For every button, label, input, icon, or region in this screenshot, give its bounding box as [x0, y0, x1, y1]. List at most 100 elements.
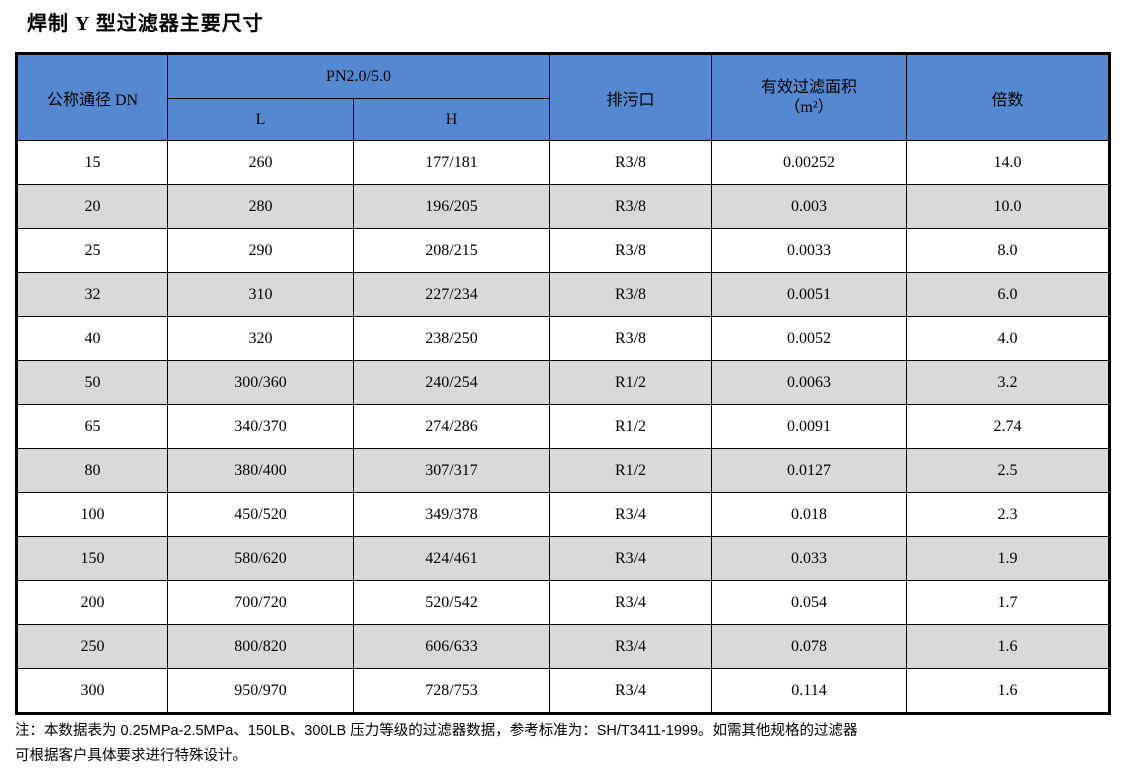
table-cell: 0.00252 [711, 140, 907, 185]
table-row: 100 450/520 349/378 R3/4 0.018 2.3 [16, 492, 1110, 537]
header-cell-drain: 排污口 [549, 53, 712, 141]
table-row: 300 950/970 728/753 R3/4 0.114 1.6 [16, 668, 1110, 714]
table-cell: 450/520 [167, 492, 354, 537]
table-row: 65 340/370 274/286 R1/2 0.0091 2.74 [16, 404, 1110, 449]
table-cell: 700/720 [167, 580, 354, 625]
table-header: 公称通径 DN PN2.0/5.0 排污口 有效过滤面积 （m²） 倍数 L H [16, 53, 1110, 141]
table-cell: 240/254 [353, 360, 550, 405]
header-filter-area-line1: 有效过滤面积 [760, 78, 857, 96]
table-cell: 238/250 [353, 316, 550, 361]
table-cell: R3/8 [549, 140, 712, 185]
table-cell: 1.6 [906, 624, 1110, 669]
table-cell: 10.0 [906, 184, 1110, 229]
table-cell: 950/970 [167, 668, 354, 714]
table-cell: 250 [16, 624, 168, 669]
table-cell: 65 [16, 404, 168, 449]
table-cell: 280 [167, 184, 354, 229]
table-cell: 290 [167, 228, 354, 273]
table-cell: 260 [167, 140, 354, 185]
table-cell: 2.5 [906, 448, 1110, 493]
table-cell: 580/620 [167, 536, 354, 581]
table-cell: 6.0 [906, 272, 1110, 317]
table-cell: 800/820 [167, 624, 354, 669]
table-cell: 2.74 [906, 404, 1110, 449]
table-cell: 307/317 [353, 448, 550, 493]
table-cell: 340/370 [167, 404, 354, 449]
table-cell: 380/400 [167, 448, 354, 493]
dimensions-table: 公称通径 DN PN2.0/5.0 排污口 有效过滤面积 （m²） 倍数 L H… [15, 52, 1111, 715]
table-cell: 200 [16, 580, 168, 625]
table-cell: 20 [16, 184, 168, 229]
table-cell: 4.0 [906, 316, 1110, 361]
table-cell: 0.114 [711, 668, 907, 714]
table-cell: 0.018 [711, 492, 907, 537]
table-cell: R3/8 [549, 316, 712, 361]
table-cell: 0.0052 [711, 316, 907, 361]
header-cell-filter-area: 有效过滤面积 （m²） [711, 53, 907, 141]
table-cell: 0.0063 [711, 360, 907, 405]
table-cell: 300 [16, 668, 168, 714]
header-filter-area-line2: （m²） [784, 98, 834, 116]
table-cell: 100 [16, 492, 168, 537]
footnote-line-1: 注：本数据表为 0.25MPa-2.5MPa、150LB、300LB 压力等级的… [15, 723, 858, 739]
table-cell: R3/4 [549, 580, 712, 625]
table-cell: R3/4 [549, 668, 712, 714]
table-body: 15 260 177/181 R3/8 0.00252 14.0 20 280 196/205 R… [16, 140, 1110, 714]
table-cell: 208/215 [353, 228, 550, 273]
table-cell: 300/360 [167, 360, 354, 405]
table-cell: 1.7 [906, 580, 1110, 625]
table-cell: 14.0 [906, 140, 1110, 185]
header-cell-dn: 公称通径 DN [16, 53, 168, 141]
table-cell: R3/4 [549, 536, 712, 581]
table-cell: 8.0 [906, 228, 1110, 273]
table-cell: R1/2 [549, 448, 712, 493]
table-row: 32 310 227/234 R3/8 0.0051 6.0 [16, 272, 1110, 317]
header-row-sub: L H [17, 98, 1110, 141]
table-cell: 25 [16, 228, 168, 273]
table-row: 20 280 196/205 R3/8 0.003 10.0 [16, 184, 1110, 229]
table-cell: 320 [167, 316, 354, 361]
table-row: 15 260 177/181 R3/8 0.00252 14.0 [16, 140, 1110, 185]
table-cell: 196/205 [353, 184, 550, 229]
table-cell: R3/4 [549, 492, 712, 537]
table-row: 40 320 238/250 R3/8 0.0052 4.0 [16, 316, 1110, 361]
table-cell: 274/286 [353, 404, 550, 449]
table-cell: 349/378 [353, 492, 550, 537]
table-row: 25 290 208/215 R3/8 0.0033 8.0 [16, 228, 1110, 273]
table-cell: 40 [16, 316, 168, 361]
table-cell: R3/8 [549, 228, 712, 273]
header-cell-pn-group: PN2.0/5.0 [167, 53, 550, 99]
table-row: 250 800/820 606/633 R3/4 0.078 1.6 [16, 624, 1110, 669]
table-cell: 80 [16, 448, 168, 493]
table-cell: R3/4 [549, 624, 712, 669]
table-row: 200 700/720 520/542 R3/4 0.054 1.7 [16, 580, 1110, 625]
table-cell: R3/8 [549, 184, 712, 229]
table-row: 150 580/620 424/461 R3/4 0.033 1.9 [16, 536, 1110, 581]
table-cell: 424/461 [353, 536, 550, 581]
table-cell: 3.2 [906, 360, 1110, 405]
table-cell: 606/633 [353, 624, 550, 669]
table-cell: 0.003 [711, 184, 907, 229]
table-cell: 520/542 [353, 580, 550, 625]
table-cell: 0.033 [711, 536, 907, 581]
table-cell: 728/753 [353, 668, 550, 714]
table-cell: 0.0051 [711, 272, 907, 317]
table-cell: 150 [16, 536, 168, 581]
table-cell: 1.9 [906, 536, 1110, 581]
table-cell: 177/181 [353, 140, 550, 185]
table-cell: 310 [167, 272, 354, 317]
page-title: 焊制 Y 型过滤器主要尺寸 [27, 13, 264, 35]
table-cell: R1/2 [549, 404, 712, 449]
header-cell-h: H [353, 98, 550, 141]
table-cell: 2.3 [906, 492, 1110, 537]
table-cell: 0.0127 [711, 448, 907, 493]
table-cell: 32 [16, 272, 168, 317]
table-cell: R1/2 [549, 360, 712, 405]
header-cell-multiplier: 倍数 [906, 53, 1110, 141]
table-row: 50 300/360 240/254 R1/2 0.0063 3.2 [16, 360, 1110, 405]
table-cell: R3/8 [549, 272, 712, 317]
table-cell: 0.054 [711, 580, 907, 625]
table-cell: 0.0033 [711, 228, 907, 273]
footnote-line-2: 可根据客户具体要求进行特殊设计。 [15, 748, 247, 765]
